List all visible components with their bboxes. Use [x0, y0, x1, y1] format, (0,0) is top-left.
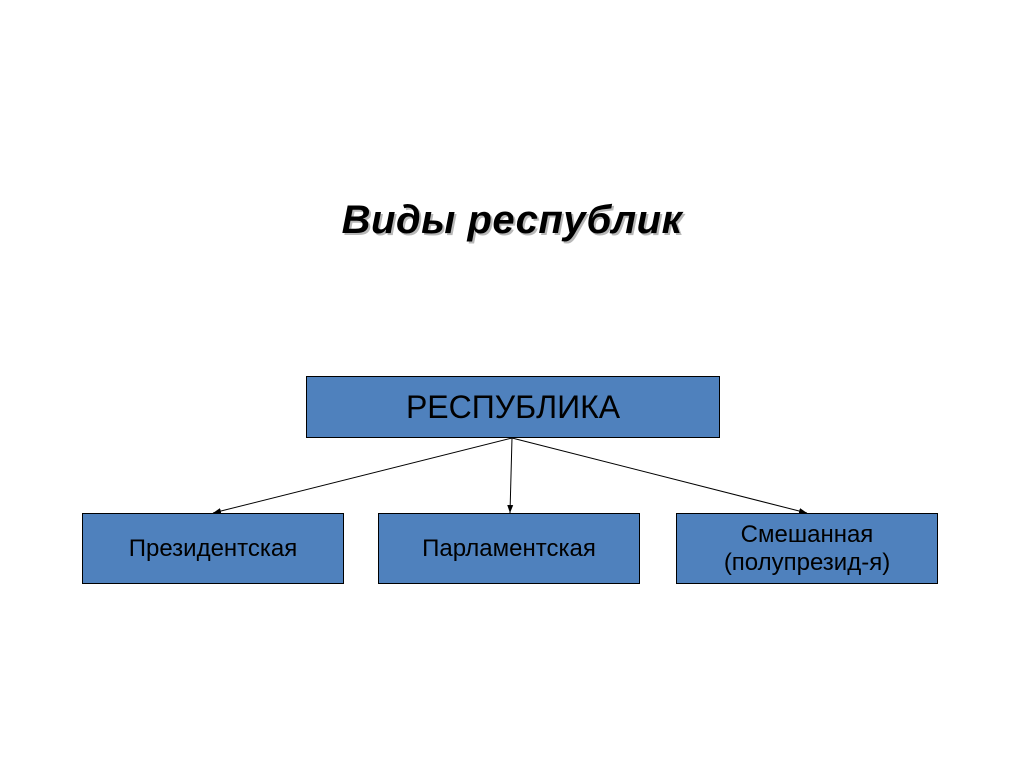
diagram-child-node-presidential: Президентская [82, 513, 344, 584]
diagram-root-node: РЕСПУБЛИКА [306, 376, 720, 438]
slide-title-text: Виды республик [342, 198, 683, 242]
diagram-root-label: РЕСПУБЛИКА [406, 389, 620, 426]
diagram-child-label: Смешанная(полупрезид-я) [724, 521, 890, 576]
diagram-child-node-mixed: Смешанная(полупрезид-я) [676, 513, 938, 584]
diagram-child-label: Парламентская [422, 535, 596, 563]
diagram-child-label: Президентская [129, 535, 298, 563]
slide-title: Виды республик [0, 198, 1024, 243]
diagram-child-node-parliamentary: Парламентская [378, 513, 640, 584]
